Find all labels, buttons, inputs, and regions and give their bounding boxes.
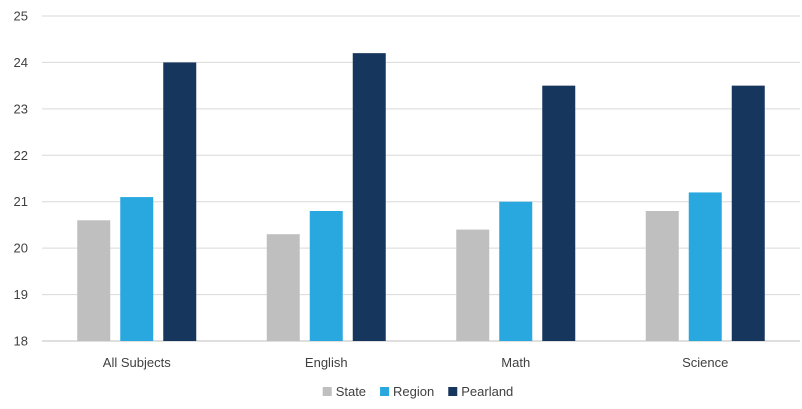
legend-swatch xyxy=(322,387,332,396)
y-tick-label: 23 xyxy=(14,101,28,116)
bar-state-english xyxy=(266,234,300,341)
y-tick-label: 18 xyxy=(14,334,28,349)
legend-label: Pearland xyxy=(461,384,513,399)
bar-region-math xyxy=(499,201,533,341)
y-tick-label: 22 xyxy=(14,148,28,163)
bar-pearland-math xyxy=(542,85,576,342)
legend: State Region Pearland xyxy=(322,384,513,399)
bar-state-all-subjects xyxy=(77,220,111,341)
bars xyxy=(77,53,765,342)
x-tick-label: Science xyxy=(682,355,728,370)
x-tick-label: Math xyxy=(501,355,530,370)
bar-region-all-subjects xyxy=(120,197,154,341)
bar-region-english xyxy=(309,211,343,341)
y-tick-label: 21 xyxy=(14,194,28,209)
y-tick-label: 24 xyxy=(14,55,28,70)
legend-item-region: Region xyxy=(380,384,434,399)
bar-pearland-english xyxy=(352,53,386,342)
bar-state-math xyxy=(456,229,490,341)
legend-label: State xyxy=(336,384,366,399)
bar-state-science xyxy=(645,211,679,341)
y-tick-label: 19 xyxy=(14,287,28,302)
bar-region-science xyxy=(688,192,722,341)
x-tick-label: English xyxy=(305,355,348,370)
bar-pearland-all-subjects xyxy=(163,62,197,342)
x-tick-label: All Subjects xyxy=(103,355,171,370)
legend-item-state: State xyxy=(322,384,366,399)
legend-label: Region xyxy=(393,384,434,399)
x-axis-ticks: All Subjects English Math Science xyxy=(103,355,729,370)
gridlines xyxy=(42,15,800,342)
legend-swatch xyxy=(380,387,390,396)
y-tick-label: 25 xyxy=(14,9,28,24)
y-axis-ticks: 18 19 20 21 22 23 24 25 xyxy=(14,9,28,349)
legend-item-pearland: Pearland xyxy=(448,384,513,399)
legend-swatch xyxy=(448,387,458,396)
y-tick-label: 20 xyxy=(14,241,28,256)
bar-pearland-science xyxy=(731,85,765,342)
